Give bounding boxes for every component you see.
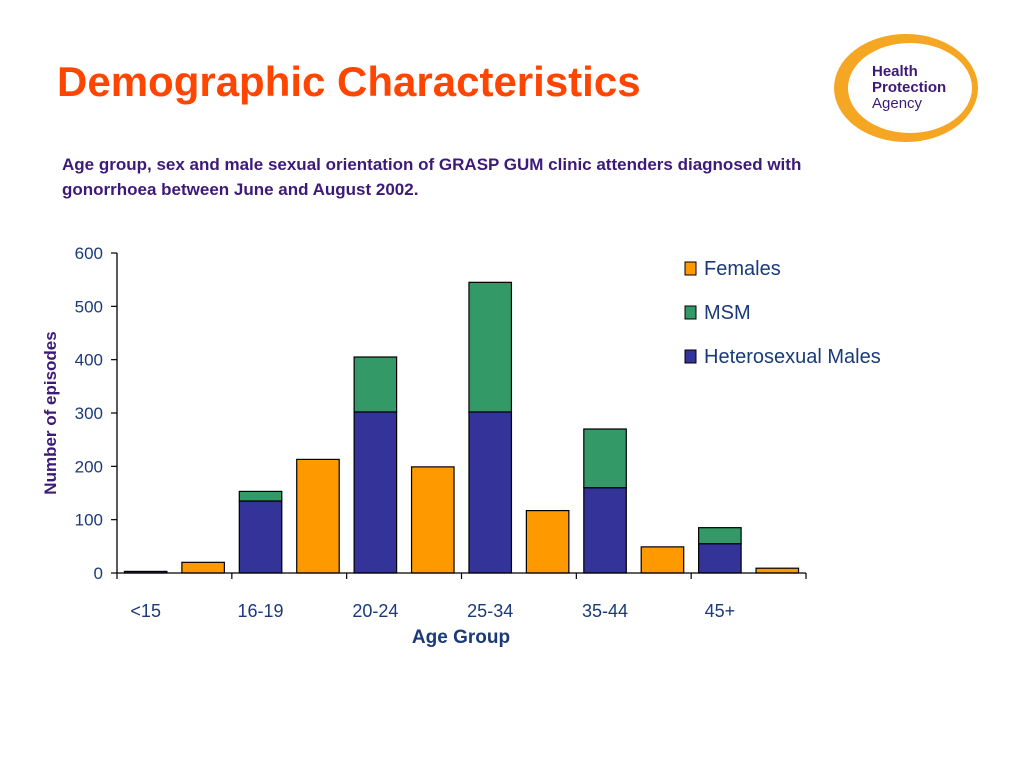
y-tick-label: 600 bbox=[75, 244, 103, 263]
bar-segment-heterosexual-males-3544-males bbox=[583, 487, 627, 574]
x-tick-label: 35-44 bbox=[582, 601, 628, 621]
y-tick-label: 400 bbox=[75, 351, 103, 370]
slide-subtitle: Age group, sex and male sexual orientati… bbox=[62, 155, 802, 199]
bar-segment-females-2024-females bbox=[410, 466, 455, 574]
x-axis-title: Age Group bbox=[412, 627, 510, 648]
bar-segment-heterosexual-males-45-males bbox=[698, 543, 742, 574]
legend-label-females: Females bbox=[704, 258, 781, 280]
y-tick-label: 100 bbox=[75, 511, 103, 530]
bar-segment-msm-3544-males bbox=[583, 428, 627, 489]
bar-segment-females-45-females bbox=[755, 567, 800, 574]
y-tick-label: 200 bbox=[75, 457, 103, 476]
legend-swatch-females bbox=[684, 261, 697, 276]
y-tick-label: 300 bbox=[75, 404, 103, 423]
logo-ring-inner bbox=[848, 43, 972, 133]
bar-segment-females-2534-females bbox=[525, 510, 570, 574]
bar-segment-msm-2534-males bbox=[468, 281, 513, 413]
axes-layer: 0 100 200 300 400 500 600 <15 16-19 20-24 25-34 35-… bbox=[75, 244, 807, 621]
legend-label-heterosexual-males: Heterosexual Males bbox=[704, 346, 881, 368]
legend-label-msm: MSM bbox=[704, 302, 751, 324]
slide-title: Demographic Characteristics bbox=[57, 58, 641, 105]
bars-layer bbox=[123, 281, 800, 574]
legend-swatch-heterosexual-males bbox=[684, 349, 697, 364]
y-axis-title: Number of episodes bbox=[41, 331, 60, 494]
bar-segment-females-3544-females bbox=[640, 546, 685, 574]
legend: Females MSM Heterosexual Males bbox=[684, 258, 881, 368]
logo-text-line2: Protection bbox=[872, 79, 946, 96]
y-tick-label: 0 bbox=[94, 564, 103, 583]
logo-text-line3: Agency bbox=[872, 95, 923, 112]
legend-swatch-msm bbox=[684, 305, 697, 320]
x-tick-label: 25-34 bbox=[467, 601, 513, 621]
logo-text-line1: Health bbox=[872, 63, 918, 80]
bar-segment-heterosexual-males-2024-males bbox=[353, 411, 398, 574]
bar-segment-msm-45-males bbox=[698, 527, 742, 545]
bar-segment-females-1619-females bbox=[296, 458, 340, 574]
bar-segment-msm-2024-males bbox=[353, 356, 398, 413]
x-tick-label: 20-24 bbox=[352, 601, 398, 621]
bar-segment-heterosexual-males-1619-males bbox=[238, 500, 283, 574]
x-tick-label: 16-19 bbox=[238, 601, 284, 621]
hpa-logo: Health Protection Agency bbox=[834, 34, 978, 142]
x-tick-label: 45+ bbox=[705, 601, 736, 621]
bar-segment-msm-1619-males bbox=[238, 490, 283, 502]
y-tick-label: 500 bbox=[75, 297, 103, 316]
x-tick-label: <15 bbox=[130, 601, 161, 621]
bar-segment-heterosexual-males-2534-males bbox=[468, 411, 513, 574]
bar-segment-females-15-females bbox=[181, 561, 225, 574]
